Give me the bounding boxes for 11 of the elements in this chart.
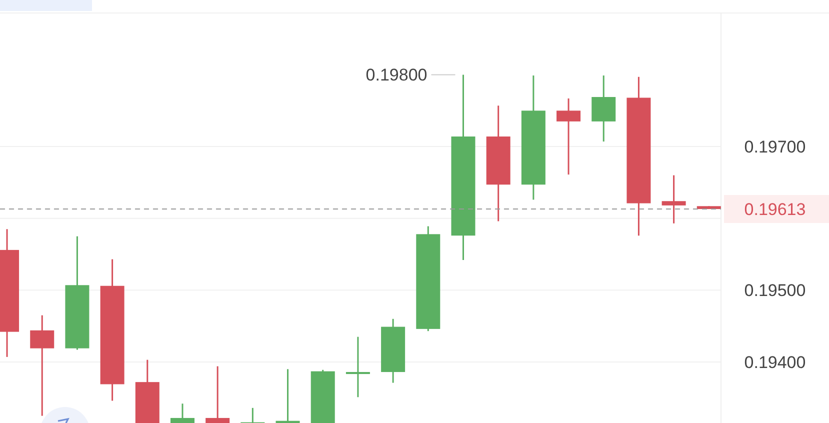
y-tick-label: 0.19400	[744, 352, 806, 372]
y-tick-label: 0.19700	[744, 138, 806, 157]
candlestick	[206, 366, 230, 423]
ref-line-label: 0.19613	[744, 200, 806, 219]
candlestick	[556, 98, 581, 176]
candlestick	[662, 174, 686, 224]
candlestick	[170, 402, 194, 423]
candlestick	[276, 368, 300, 423]
annotation: 0.19800	[366, 66, 428, 85]
candlestick	[346, 336, 370, 398]
y-tick-label: 0.19500	[744, 281, 806, 300]
